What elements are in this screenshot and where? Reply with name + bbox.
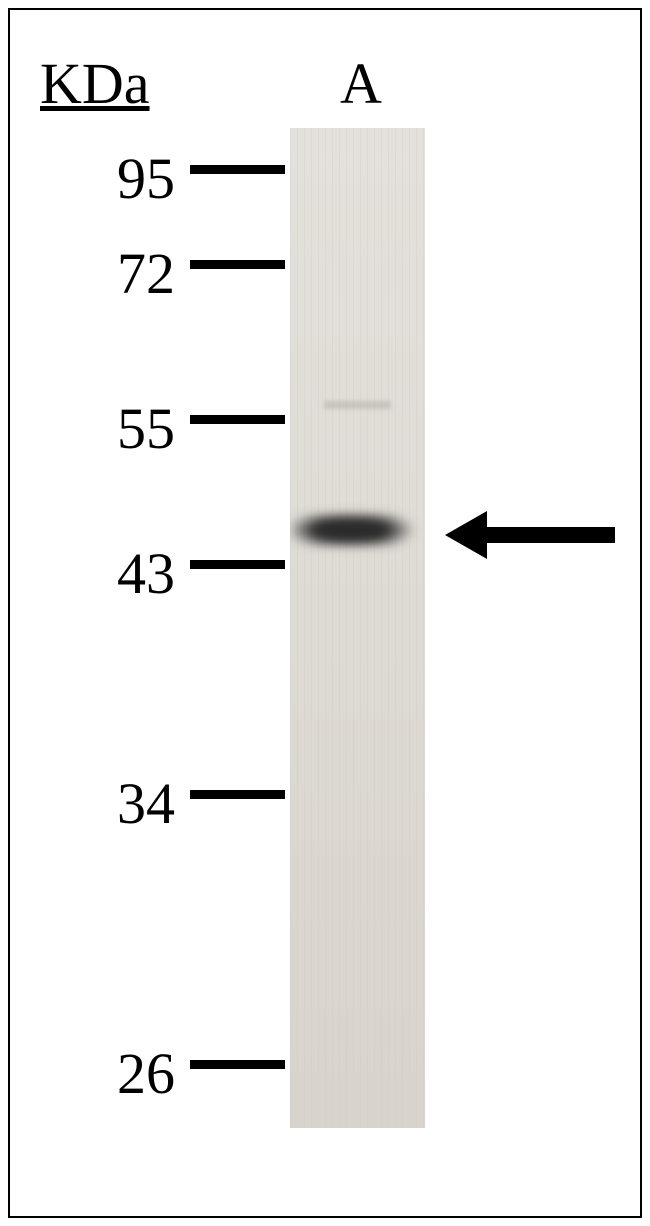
arrow-shaft <box>487 527 615 543</box>
arrow-head-icon <box>445 511 487 559</box>
band-indicator-arrow <box>0 0 650 1226</box>
